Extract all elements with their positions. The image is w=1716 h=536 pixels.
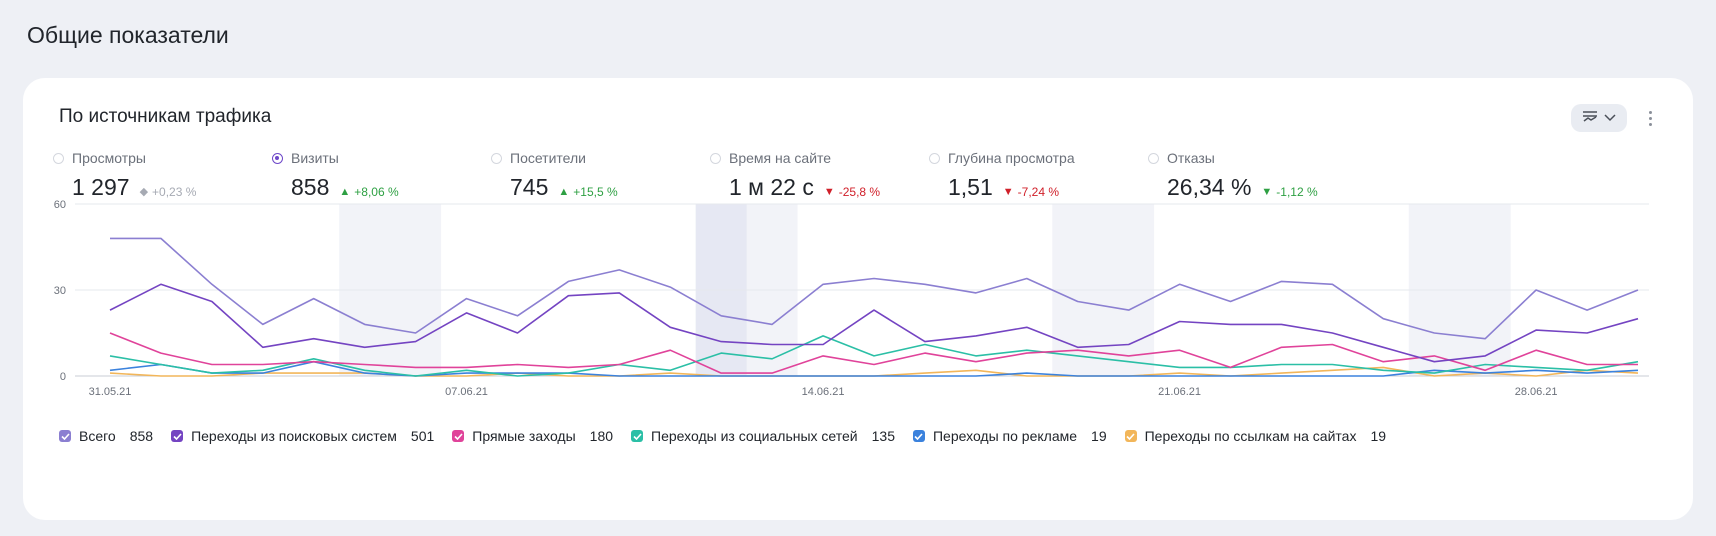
checkbox-icon[interactable]: [631, 430, 644, 442]
legend-count: 19: [1091, 428, 1107, 444]
metric-delta: ▼ -25,8 %: [824, 185, 880, 199]
metric-value: 1,51: [948, 174, 993, 200]
legend-count: 501: [410, 428, 435, 444]
x-tick-label: 21.06.21: [1158, 386, 1201, 398]
legend-count: 858: [129, 428, 154, 444]
metric-delta-value: -25,8 %: [838, 185, 881, 199]
legend-item[interactable]: Переходы из социальных сетей 135: [631, 428, 895, 444]
legend-item[interactable]: Переходы из поисковых систем 501: [171, 428, 434, 444]
metric-label: Глубина просмотра: [948, 150, 1075, 166]
arrow-down-icon: ▼: [1002, 186, 1014, 198]
metric-label: Визиты: [291, 150, 339, 166]
legend-label: Переходы из поисковых систем: [191, 428, 397, 444]
metric-delta: ▼ -7,24 %: [1003, 185, 1059, 199]
legend-count: 135: [871, 428, 895, 444]
series-line: [110, 237, 1639, 340]
series-line: [109, 335, 1639, 377]
legend-label: Переходы из социальных сетей: [651, 428, 858, 444]
metric-radio[interactable]: [53, 152, 64, 164]
metric-4[interactable]: Время на сайте 1 м 22 с ▼ -25,8 %: [710, 148, 940, 201]
metric-label: Отказы: [1167, 150, 1215, 166]
legend-label: Прямые заходы: [472, 428, 576, 444]
metric-delta: ▲ +15,5 %: [558, 185, 617, 199]
arrow-up-icon: ▲: [558, 186, 570, 198]
checkbox-icon[interactable]: [912, 430, 925, 442]
x-tick-label: 31.05.21: [89, 386, 132, 398]
checkbox-icon[interactable]: [1124, 430, 1137, 442]
metric-2[interactable]: Визиты 858 ▲ +8,06 %: [272, 148, 502, 201]
chart-settings-icon: [1582, 109, 1598, 128]
metric-value: 745: [510, 174, 549, 200]
legend-item[interactable]: Переходы по ссылкам на сайтах 19: [1124, 428, 1387, 444]
metric-label: Посетители: [510, 150, 586, 166]
metric-delta-value: +8,06 %: [354, 185, 399, 199]
metric-label: Просмотры: [72, 150, 146, 166]
checkbox-icon[interactable]: [452, 430, 465, 442]
chart-legend: Всего 858 Переходы из поисковых систем 501 П…: [59, 428, 1404, 444]
legend-count: 19: [1370, 428, 1387, 444]
metric-value: 1 297: [72, 174, 130, 200]
metric-value: 1 м 22 с: [729, 174, 814, 200]
metric-radio[interactable]: [272, 152, 283, 164]
metric-value: 26,34 %: [1167, 174, 1252, 200]
metric-radio[interactable]: [491, 152, 502, 164]
metric-radio[interactable]: [710, 152, 721, 164]
page-title: Общие показатели: [27, 22, 229, 48]
y-tick-label: 60: [54, 199, 66, 211]
more-vertical-icon: [1648, 110, 1652, 114]
x-tick-label: 28.06.21: [1515, 386, 1558, 398]
metric-6[interactable]: Отказы 26,34 % ▼ -1,12 %: [1148, 148, 1378, 201]
traffic-line-chart: 0 30 60 31.05.21 07.06.21 14.06.21 21.06.21 28.…: [54, 199, 1649, 398]
metric-radio[interactable]: [1148, 152, 1159, 164]
metric-radio[interactable]: [929, 152, 940, 164]
legend-label: Переходы по ссылкам на сайтах: [1144, 428, 1357, 444]
metric-delta: ▼ -1,12 %: [1261, 185, 1317, 199]
arrow-up-icon: ▼: [1261, 186, 1273, 198]
legend-label: Переходы по рекламе: [932, 428, 1078, 444]
metric-delta-value: -1,12 %: [1276, 185, 1318, 199]
y-tick-label: 0: [60, 371, 66, 383]
metric-delta: ◆ +0,23 %: [140, 185, 197, 199]
series-line: [109, 283, 1639, 363]
series-line: [109, 332, 1638, 374]
legend-item[interactable]: Переходы по рекламе 19: [912, 428, 1107, 444]
metric-3[interactable]: Посетители 745 ▲ +15,5 %: [491, 148, 721, 201]
legend-count: 180: [589, 428, 614, 444]
metric-delta: ▲ +8,06 %: [339, 185, 398, 199]
checkbox-icon[interactable]: [59, 430, 71, 442]
metric-1[interactable]: Просмотры 1 297 ◆ +0,23 %: [53, 148, 283, 201]
metric-delta-value: +0,23 %: [152, 184, 197, 199]
chevron-down-icon: [1604, 109, 1616, 127]
chart-settings-button[interactable]: [1571, 104, 1627, 132]
metric-label: Время на сайте: [729, 150, 832, 166]
metric-delta-value: -7,24 %: [1017, 185, 1060, 199]
metric-value: 858: [291, 174, 330, 200]
arrow-down-icon: ▼: [823, 186, 835, 198]
checkbox-icon[interactable]: [171, 430, 184, 442]
legend-label: Всего: [79, 428, 116, 444]
series-line: [109, 360, 1639, 377]
legend-item[interactable]: Всего 858: [59, 428, 153, 444]
x-tick-label: 14.06.21: [802, 386, 845, 398]
legend-item[interactable]: Прямые заходы 180: [452, 428, 613, 444]
y-tick-label: 30: [54, 285, 66, 297]
x-tick-label: 07.06.21: [445, 386, 488, 398]
card-title: По источникам трафика: [59, 106, 272, 127]
metric-delta-value: +15,5 %: [573, 185, 618, 199]
metric-5[interactable]: Глубина просмотра 1,51 ▼ -7,24 %: [929, 148, 1159, 201]
more-options-button[interactable]: [1641, 104, 1659, 132]
traffic-sources-card: По источникам трафика Просмотры 1 297 ◆ +0,…: [23, 78, 1693, 520]
arrow-up-icon: ▲: [339, 186, 351, 198]
neutral-dot-icon: ◆: [139, 186, 149, 198]
